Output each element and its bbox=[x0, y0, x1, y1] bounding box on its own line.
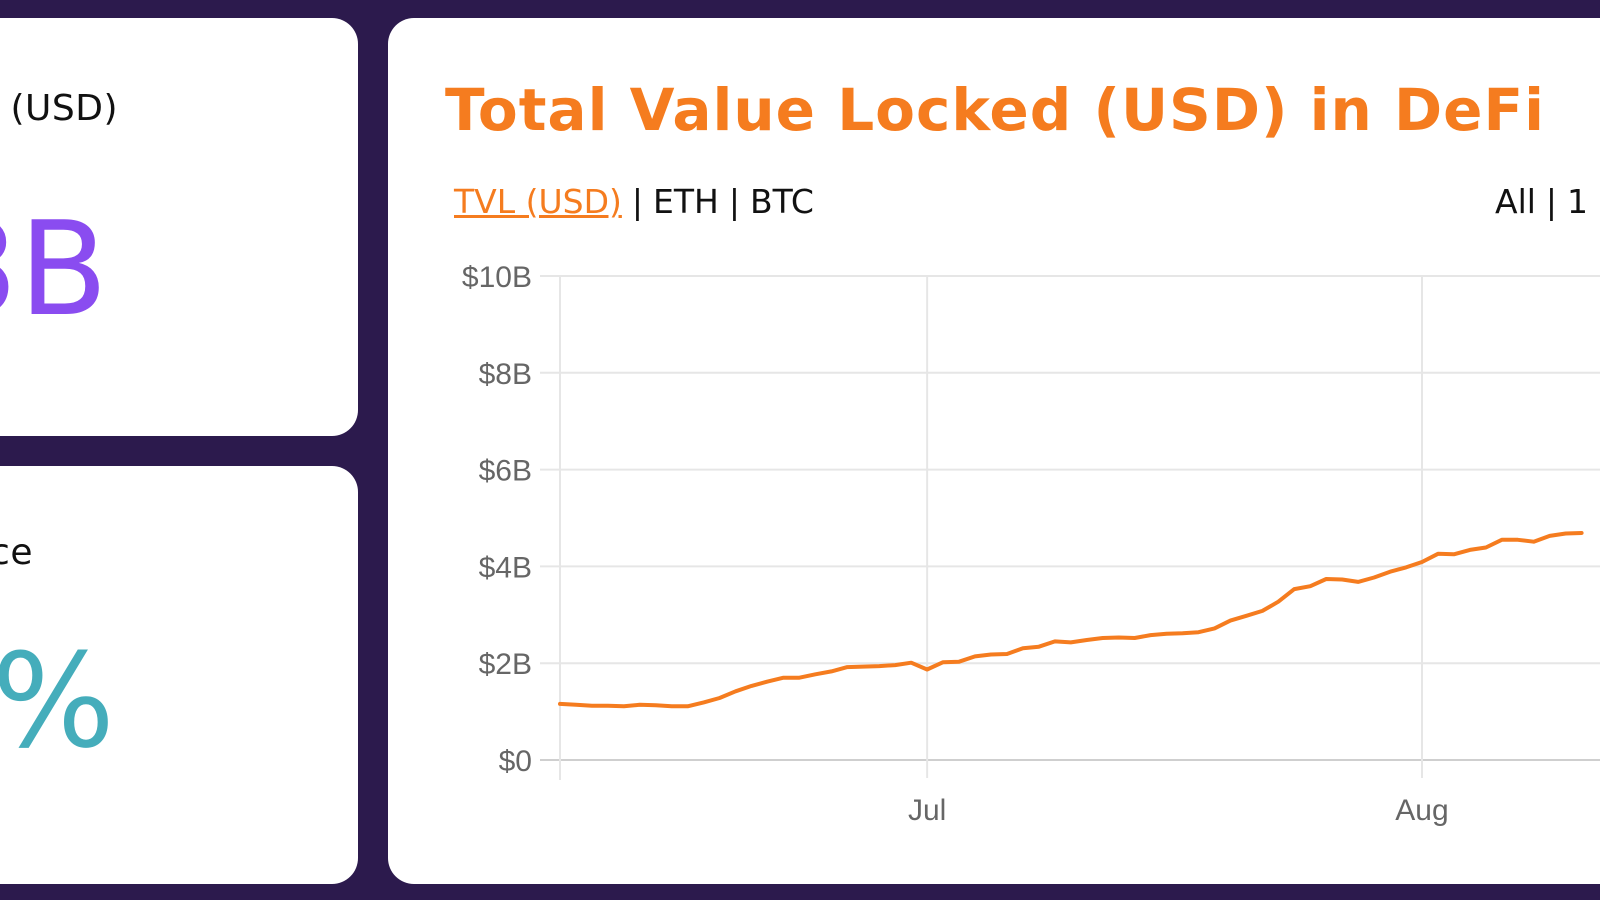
dominance-stat-card: ce 9% bbox=[0, 466, 358, 884]
currency-toggle: TVL (USD) | ETH | BTC bbox=[454, 182, 814, 221]
range-1y[interactable]: 1 bbox=[1567, 182, 1589, 221]
range-toggle: All | 1 bbox=[1495, 182, 1588, 221]
tvl-series-line bbox=[558, 531, 1584, 709]
y-tick-label: $10B bbox=[462, 261, 532, 294]
x-tick-label: Aug bbox=[1395, 794, 1448, 827]
tab-tvl-usd[interactable]: TVL (USD) bbox=[454, 182, 622, 221]
dominance-stat-label: ce bbox=[0, 532, 33, 573]
range-all[interactable]: All bbox=[1495, 182, 1536, 221]
tvl-stat-value: 3B bbox=[0, 193, 108, 345]
tvl-chart-card: $0 $2B $4B $6B $8B $10B Jul Aug Total Value Loc… bbox=[388, 18, 1600, 884]
tab-separator: | bbox=[631, 182, 643, 221]
y-tick-label: $6B bbox=[479, 455, 532, 488]
y-tick-label: $2B bbox=[479, 648, 532, 681]
y-tick-label: $0 bbox=[499, 745, 532, 778]
y-tick-label: $8B bbox=[479, 358, 532, 391]
tab-btc[interactable]: BTC bbox=[749, 182, 814, 221]
y-tick-label: $4B bbox=[479, 551, 532, 584]
tvl-line-chart: $0 $2B $4B $6B $8B $10B Jul Aug bbox=[462, 261, 1600, 827]
tab-eth[interactable]: ETH bbox=[653, 182, 719, 221]
x-tick-label: Jul bbox=[908, 794, 946, 827]
dominance-stat-value: 9% bbox=[0, 625, 115, 777]
range-separator: | bbox=[1545, 182, 1558, 221]
tvl-stat-card: (USD) 3B bbox=[0, 18, 358, 436]
chart-title: Total Value Locked (USD) in DeFi bbox=[445, 76, 1546, 144]
tvl-stat-label: (USD) bbox=[10, 88, 118, 129]
tab-separator: | bbox=[728, 182, 740, 221]
